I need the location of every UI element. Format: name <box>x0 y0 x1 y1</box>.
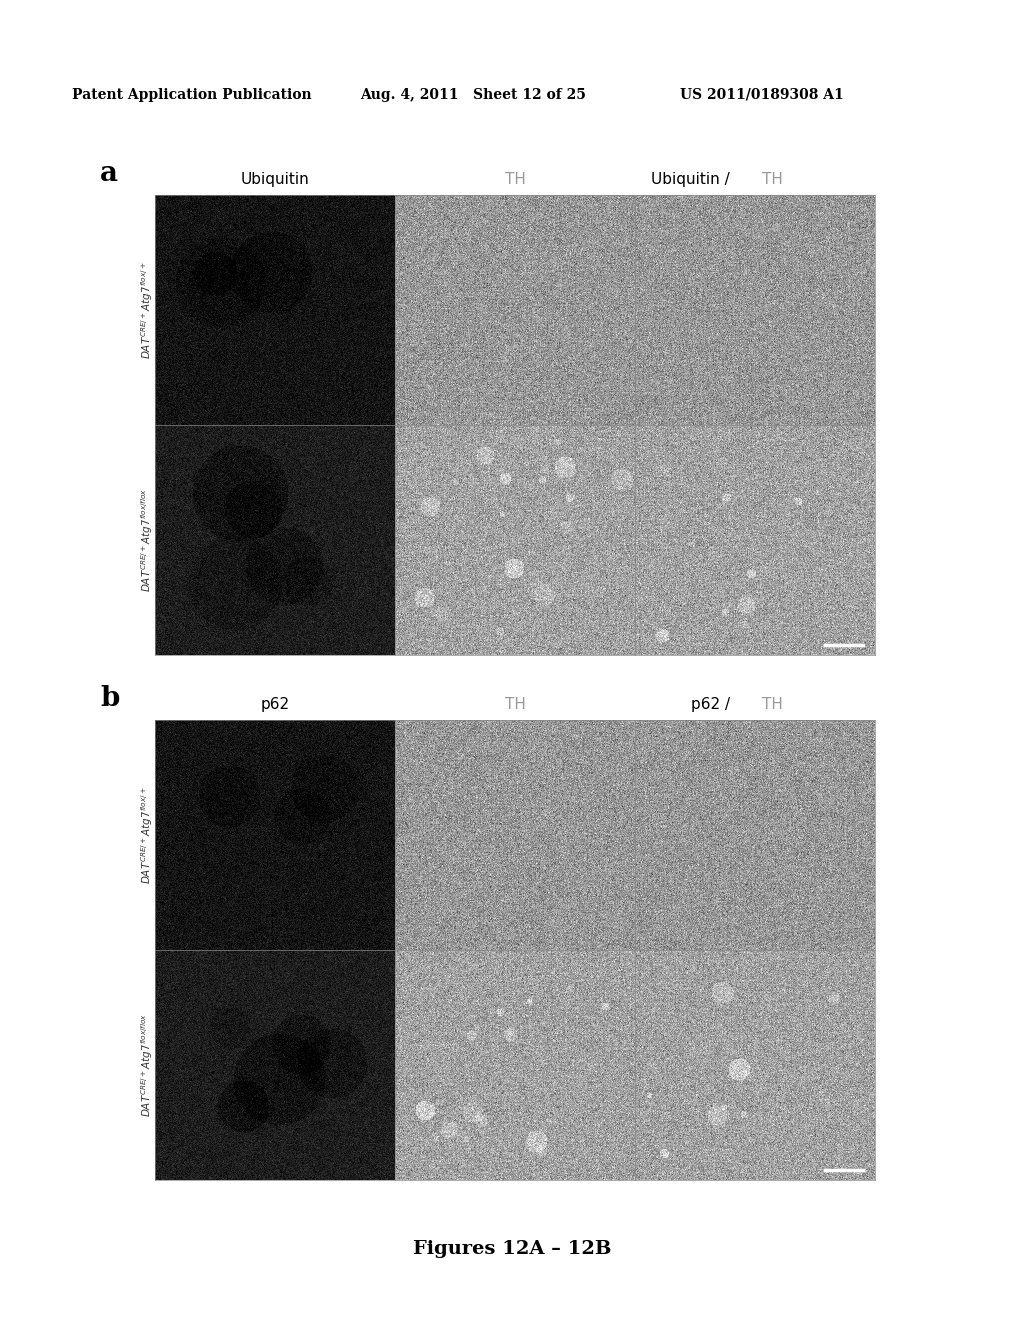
Text: $DAT^{CRE/+}Atg7^{flox/+}$: $DAT^{CRE/+}Atg7^{flox/+}$ <box>139 261 155 359</box>
Text: p62 /: p62 / <box>691 697 735 711</box>
Text: $DAT^{CRE/+}Atg7^{flox/flox}$: $DAT^{CRE/+}Atg7^{flox/flox}$ <box>139 1012 155 1117</box>
Text: Ubiquitin: Ubiquitin <box>241 172 309 187</box>
Text: $DAT^{CRE/+}Atg7^{flox/+}$: $DAT^{CRE/+}Atg7^{flox/+}$ <box>139 787 155 884</box>
Text: Figures 12A – 12B: Figures 12A – 12B <box>413 1239 611 1258</box>
Text: TH: TH <box>762 697 783 711</box>
Text: b: b <box>100 685 120 711</box>
Text: US 2011/0189308 A1: US 2011/0189308 A1 <box>680 88 844 102</box>
Text: TH: TH <box>505 172 525 187</box>
Text: $DAT^{CRE/+}Atg7^{flox/flox}$: $DAT^{CRE/+}Atg7^{flox/flox}$ <box>139 488 155 593</box>
Text: TH: TH <box>762 172 783 187</box>
Text: a: a <box>100 160 118 187</box>
Text: Aug. 4, 2011   Sheet 12 of 25: Aug. 4, 2011 Sheet 12 of 25 <box>360 88 586 102</box>
Text: TH: TH <box>505 697 525 711</box>
Text: Patent Application Publication: Patent Application Publication <box>72 88 311 102</box>
Text: Ubiquitin /: Ubiquitin / <box>651 172 735 187</box>
Text: p62: p62 <box>260 697 290 711</box>
